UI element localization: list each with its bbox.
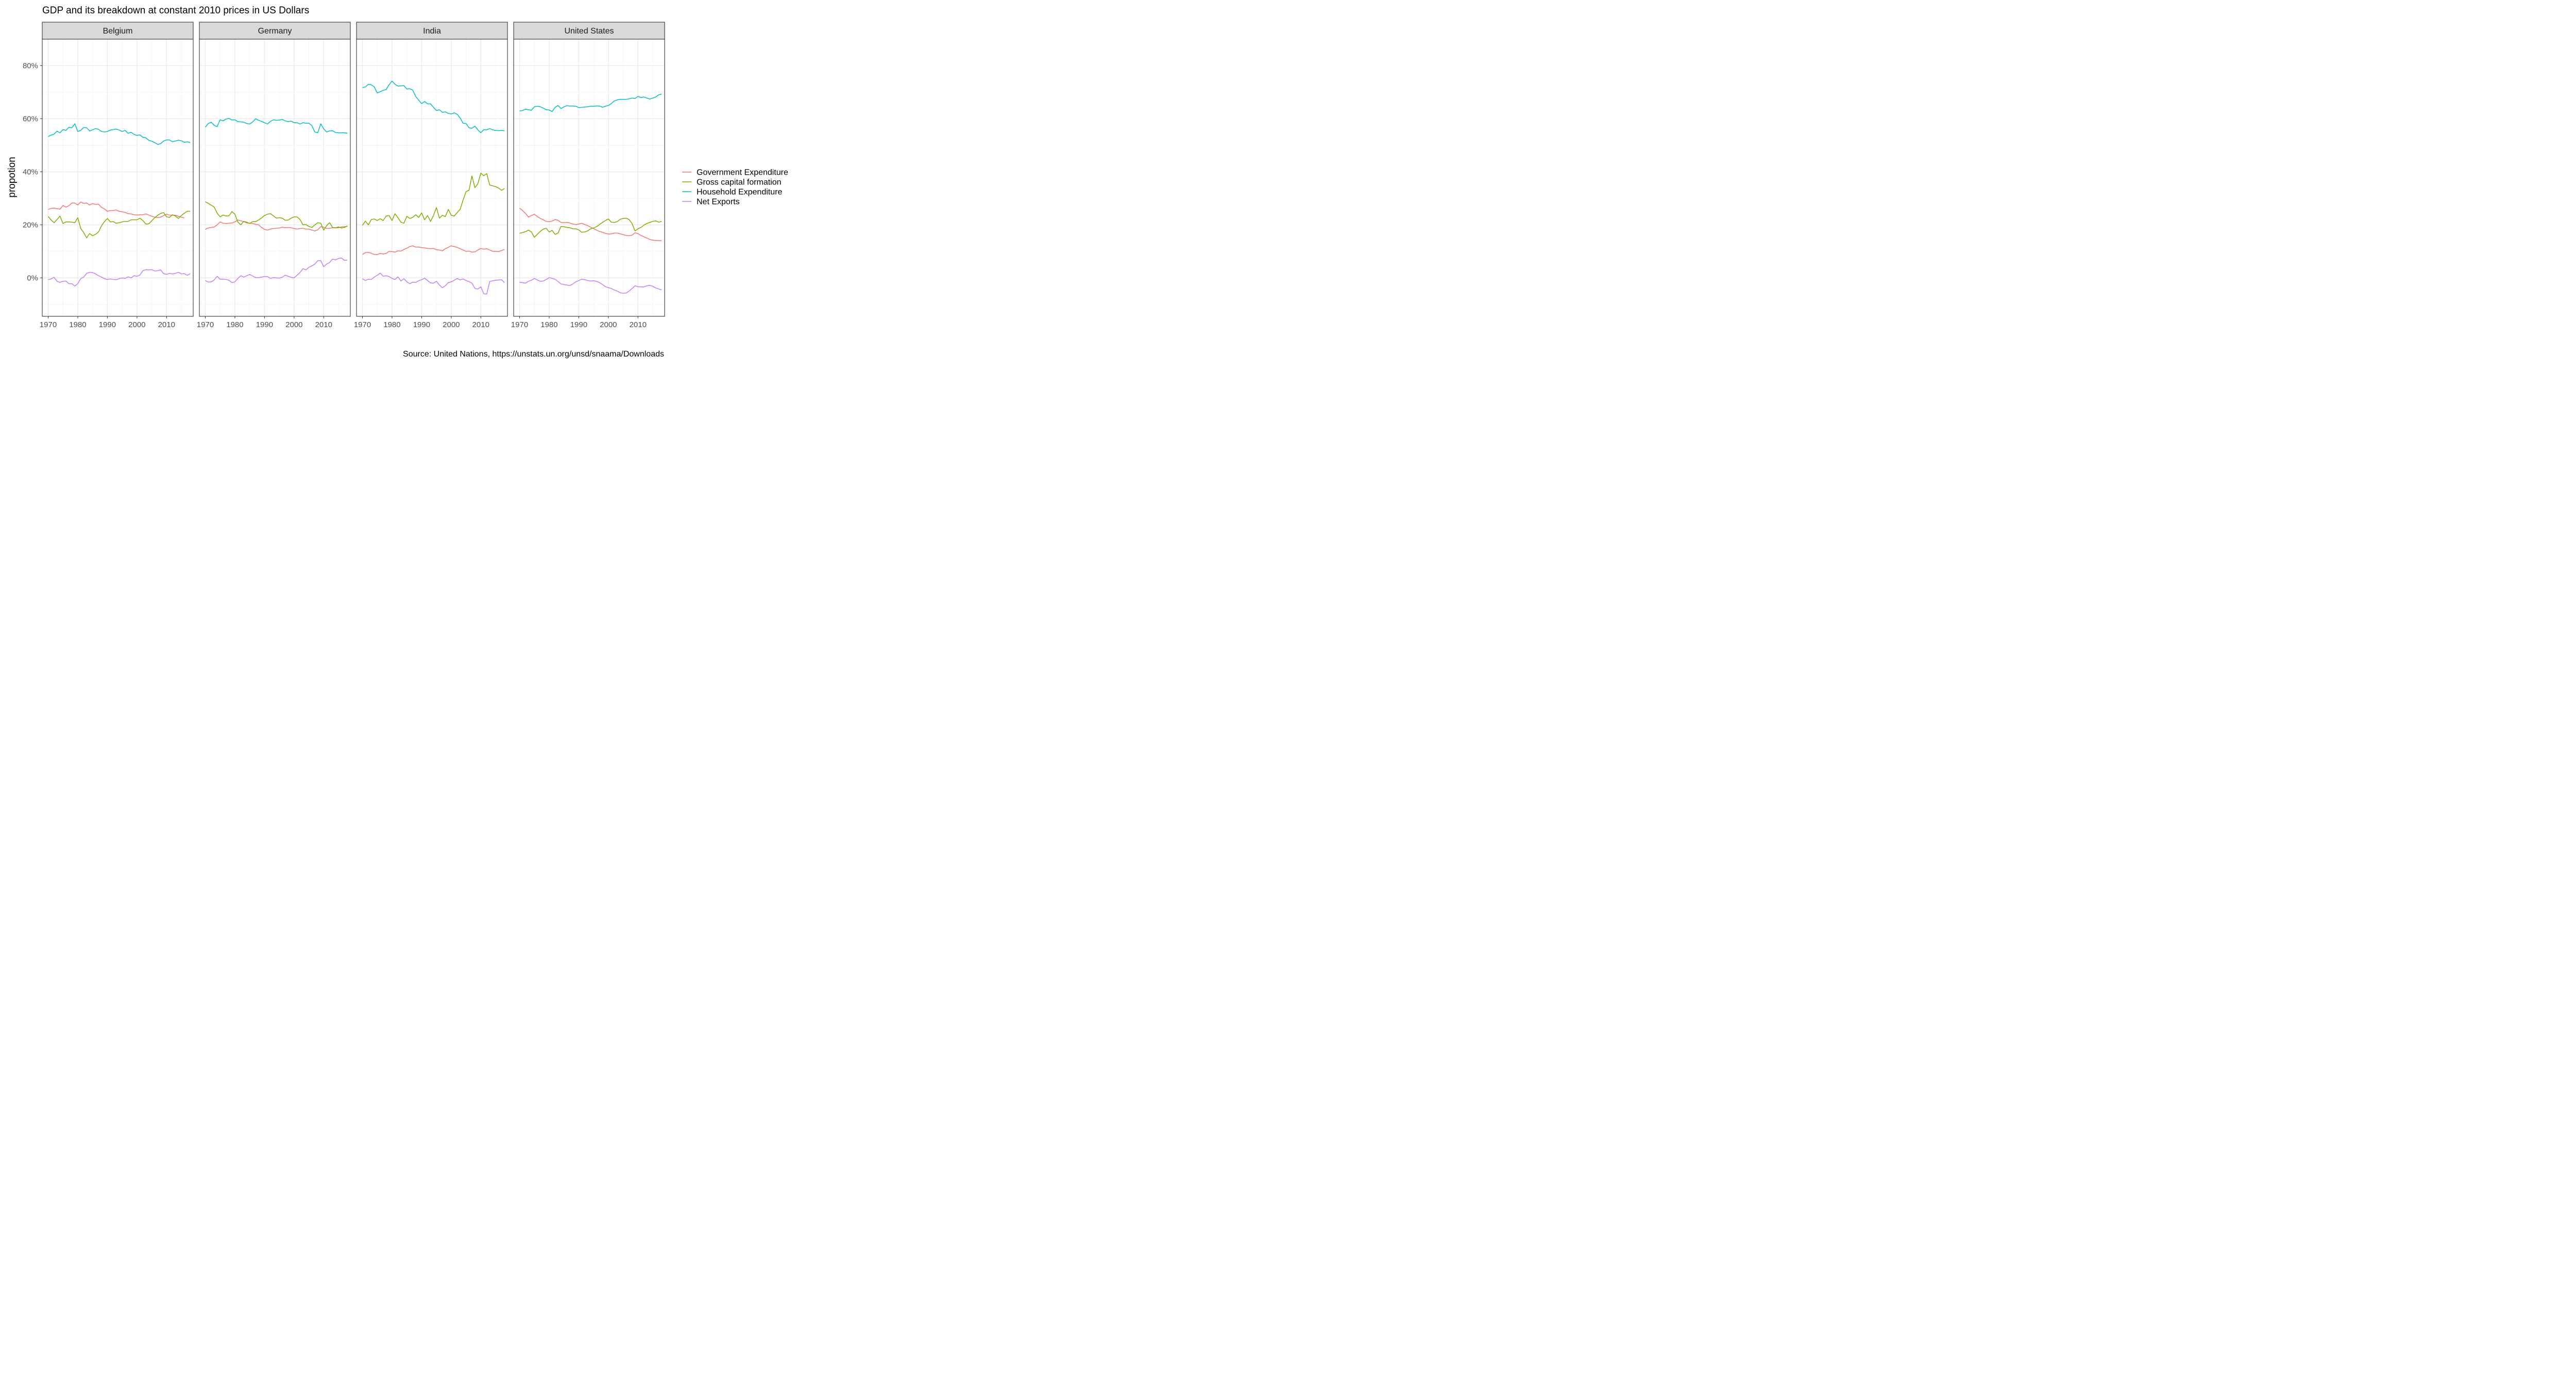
x-tick-label: 2010	[158, 320, 175, 329]
panel-germany: Germany 1970 1980 1990 2000 2010	[197, 22, 351, 329]
x-tick-label: 1970	[40, 320, 57, 329]
x-tick-label: 1980	[69, 320, 86, 329]
panel-india: India 1970 1980 1990 2000 2010	[354, 22, 508, 329]
facet-strip	[356, 22, 508, 40]
line-germany-government-expenditure	[205, 219, 348, 231]
line-belgium-government-expenditure	[48, 201, 184, 218]
y-tick-label: 20%	[23, 220, 38, 229]
panel-belgium: Belgium 1970 1980 1990 2000 2010 0% 20% 40% 60% 80…	[23, 22, 194, 329]
y-tick-label: 80%	[23, 61, 38, 70]
x-tick-label: 1990	[570, 320, 587, 329]
line-united-states-net-exports	[519, 277, 662, 294]
y-tick-label: 0%	[27, 274, 38, 282]
legend-item-gross-capital-formation: Gross capital formation	[682, 178, 782, 187]
x-tick-label: 1990	[256, 320, 273, 329]
line-united-states-household-expenditure	[519, 93, 662, 112]
x-tick-label: 1970	[511, 320, 528, 329]
x-tick-label: 2000	[600, 320, 617, 329]
x-tick-label: 2000	[443, 320, 460, 329]
line-belgium-gross-capital-formation	[47, 211, 191, 239]
line-germany-net-exports	[205, 257, 348, 283]
line-india-net-exports	[362, 273, 505, 295]
line-germany-gross-capital-formation	[205, 201, 348, 231]
facet-label: Germany	[258, 27, 292, 36]
line-belgium-net-exports	[48, 269, 191, 287]
legend-item-household-expenditure: Household Expenditure	[682, 188, 782, 197]
facet-label: United States	[564, 27, 614, 36]
line-united-states-gross-capital-formation	[519, 217, 662, 238]
x-tick-label: 2010	[472, 320, 489, 329]
facet-strip	[513, 22, 665, 40]
facet-label: India	[423, 27, 441, 36]
panel-united-states: United States 1970 1980 1990 2000 2010	[511, 22, 665, 329]
line-india-household-expenditure	[362, 80, 505, 133]
facet-label: Belgium	[103, 27, 133, 36]
x-tick-label: 2000	[285, 320, 302, 329]
x-tick-label: 1990	[99, 320, 116, 329]
line-germany-household-expenditure	[205, 118, 348, 134]
y-tick-label: 40%	[23, 167, 38, 176]
y-tick-label: 60%	[23, 114, 38, 123]
x-tick-label: 1980	[540, 320, 557, 329]
legend-item-net-exports: Net Exports	[682, 198, 740, 207]
line-india-gross-capital-formation	[362, 173, 505, 226]
x-tick-label: 1980	[383, 320, 400, 329]
panel-background	[514, 39, 665, 316]
legend-item-government-expenditure: Government Expenditure	[682, 168, 788, 177]
x-tick-label: 2010	[630, 320, 647, 329]
chart-title: GDP and its breakdown at constant 2010 p…	[42, 5, 309, 16]
x-tick-label: 1980	[226, 320, 243, 329]
legend-label: Government Expenditure	[697, 168, 788, 177]
legend-label: Net Exports	[697, 198, 740, 207]
line-united-states-government-expenditure	[519, 208, 662, 242]
facet-strip	[42, 22, 194, 40]
faceted-line-chart: GDP and its breakdown at constant 2010 p…	[7, 5, 788, 359]
panel-background	[357, 39, 507, 316]
x-tick-label: 1970	[197, 320, 214, 329]
x-tick-label: 1990	[413, 320, 430, 329]
legend-label: Household Expenditure	[697, 188, 782, 197]
line-india-government-expenditure	[362, 245, 505, 255]
source-caption: Source: United Nations, https://unstats.…	[403, 350, 664, 359]
panel-background	[42, 39, 193, 316]
facet-strip	[199, 22, 351, 40]
panel-background	[199, 39, 350, 316]
y-axis-label: propotion	[7, 157, 18, 197]
x-tick-label: 2000	[128, 320, 145, 329]
line-belgium-household-expenditure	[48, 123, 191, 145]
legend-label: Gross capital formation	[697, 178, 782, 187]
x-tick-label: 1970	[354, 320, 371, 329]
facet-panels: Belgium 1970 1980 1990 2000 2010 0% 20% 40% 60% 80…	[23, 22, 665, 329]
x-tick-label: 2010	[315, 320, 332, 329]
